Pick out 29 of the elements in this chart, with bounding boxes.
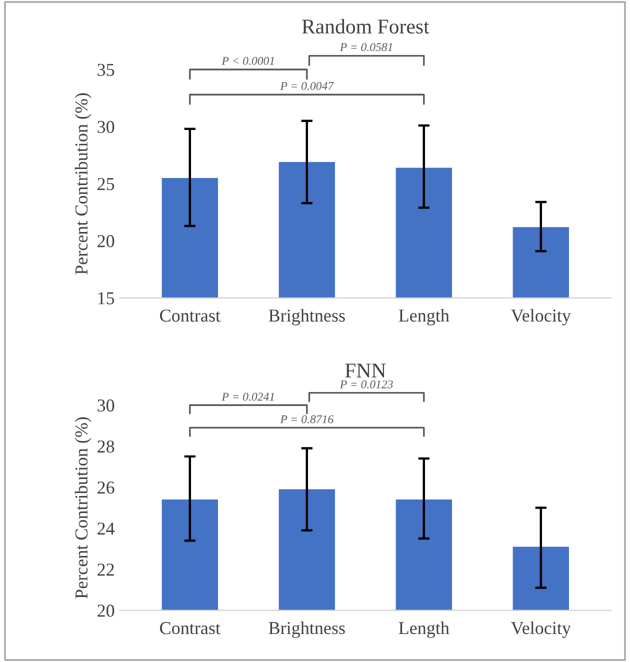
x-tick-label: Brightness [268, 621, 345, 638]
y-tick-label: 22 [98, 564, 114, 576]
y-tick-label: 20 [98, 604, 114, 617]
y-tick-label: 25 [98, 178, 114, 190]
chart-title: Random Forest [302, 18, 430, 34]
annotation: P = 0.0047 [280, 82, 334, 90]
chart-title: FNN [345, 364, 386, 378]
x-tick-label: Length [398, 621, 450, 638]
text: P = 0.0581 [340, 43, 392, 52]
y-tick-label: 24 [98, 522, 115, 535]
y-tick-label: 30 [98, 120, 114, 134]
x-tick-label: Contrast [160, 622, 220, 634]
y-tick-label: 20 [98, 235, 114, 248]
y-tick-label: 28 [98, 440, 114, 453]
text: P = 0.0123 [340, 380, 393, 388]
y-tick-label: 26 [98, 482, 114, 494]
y-axis-title: Percent Contribution (%) [74, 417, 92, 598]
y-axis-title: Percent Contribution (%) [74, 93, 92, 274]
annotation: P = 0.8716 [280, 415, 334, 424]
y-tick-label: 30 [98, 399, 114, 412]
x-tick-label: Brightness [268, 309, 345, 326]
x-tick-label: Length [398, 309, 450, 326]
y-tick-label: 35 [98, 64, 114, 76]
x-tick-label: Velocity [511, 621, 571, 638]
text: P = 0.0241 [222, 392, 274, 401]
x-tick-label: Velocity [511, 309, 571, 326]
y-tick-label: 15 [98, 292, 114, 304]
text: P < 0.0001 [222, 56, 274, 65]
x-tick-label: Contrast [160, 310, 220, 322]
